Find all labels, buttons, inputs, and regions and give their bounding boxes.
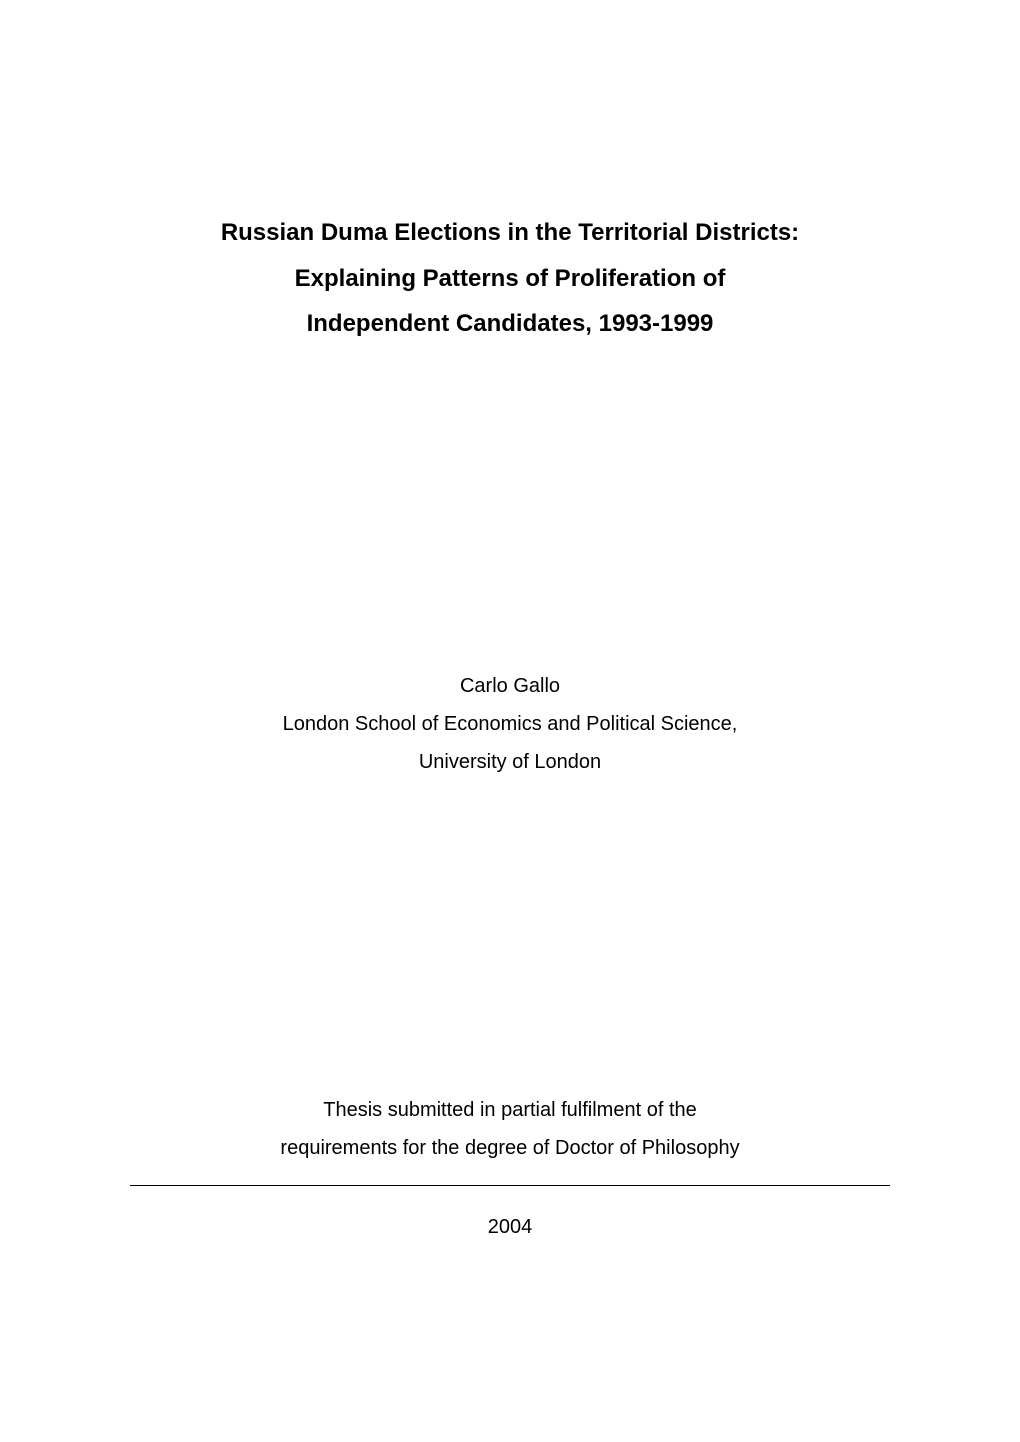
affiliation-line-1: London School of Economics and Political… <box>130 705 890 743</box>
affiliation-line-2: University of London <box>130 743 890 781</box>
horizontal-rule <box>130 1185 890 1186</box>
thesis-statement: Thesis submitted in partial fulfilment o… <box>130 1091 890 1185</box>
thesis-line-1: Thesis submitted in partial fulfilment o… <box>130 1091 890 1129</box>
title-line-1: Russian Duma Elections in the Territoria… <box>130 210 890 256</box>
year: 2004 <box>130 1216 890 1239</box>
thesis-title: Russian Duma Elections in the Territoria… <box>130 210 890 347</box>
title-line-2: Explaining Patterns of Proliferation of <box>130 256 890 302</box>
title-line-3: Independent Candidates, 1993-1999 <box>130 301 890 347</box>
thesis-line-2: requirements for the degree of Doctor of… <box>130 1129 890 1167</box>
title-page: Russian Duma Elections in the Territoria… <box>0 0 1020 1442</box>
author-block: Carlo Gallo London School of Economics a… <box>130 667 890 781</box>
author-name: Carlo Gallo <box>130 667 890 705</box>
